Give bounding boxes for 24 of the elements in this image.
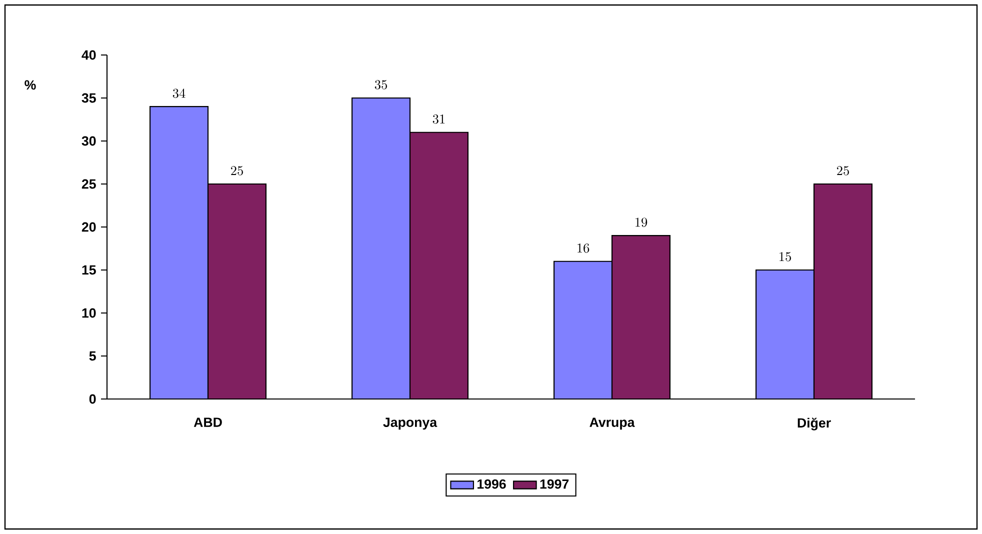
x-tick-label: Avrupa: [590, 418, 635, 430]
y-tick-label: 10: [82, 308, 96, 318]
legend-label: 1996: [478, 479, 506, 489]
data-label: 16: [578, 244, 590, 253]
y-axis-title: %: [24, 80, 36, 90]
data-label: 15: [780, 252, 791, 262]
y-tick-label: 5: [89, 351, 96, 361]
y-tick-label: 25: [82, 179, 96, 189]
x-tick-label: Diğer: [798, 418, 831, 430]
data-label: 34: [172, 88, 186, 98]
y-tick-label: 40: [82, 50, 96, 60]
data-label: 19: [636, 218, 648, 227]
data-label: 35: [374, 80, 387, 90]
data-label: 25: [836, 166, 849, 176]
data-label: 31: [432, 114, 445, 124]
x-tick-label: ABD: [194, 418, 222, 427]
y-tick-label: 0: [89, 394, 96, 404]
legend-label: 1997: [540, 479, 569, 489]
data-label: 25: [230, 166, 243, 176]
y-tick-label: 20: [82, 222, 96, 232]
y-tick-label: 35: [82, 93, 96, 103]
y-tick-label: 15: [82, 265, 96, 275]
x-tick-label: Japonya: [383, 418, 438, 430]
y-tick-label: 30: [82, 136, 96, 146]
